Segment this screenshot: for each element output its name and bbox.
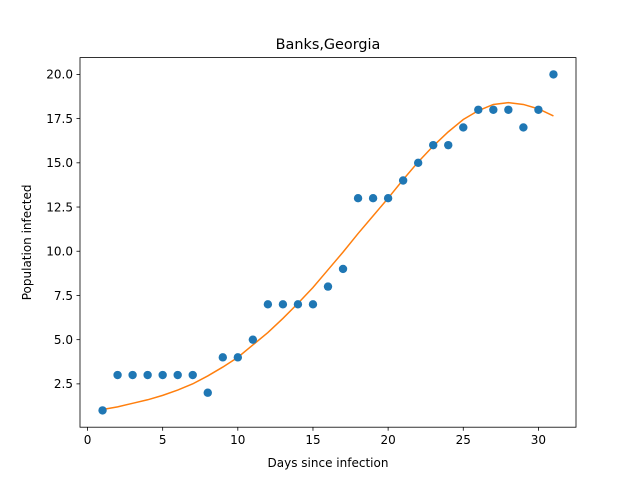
x-tick-label: 20 — [380, 433, 395, 447]
chart-title: Banks,Georgia — [276, 37, 381, 53]
scatter-point — [323, 282, 333, 291]
scatter-point — [188, 370, 197, 380]
scatter-point — [248, 335, 258, 344]
scatter-point — [398, 176, 408, 185]
y-axis-title: Population infected — [20, 185, 34, 301]
y-tick-label: 5.0 — [54, 333, 73, 347]
scatter-point — [549, 70, 558, 79]
scatter-point — [113, 370, 122, 380]
scatter-point — [263, 300, 273, 309]
scatter-point — [98, 406, 107, 415]
scatter-point — [173, 370, 182, 380]
scatter-point — [459, 123, 468, 132]
x-tick-label: 5 — [159, 433, 167, 447]
y-tick-label: 20.0 — [46, 68, 73, 82]
scatter-point — [504, 105, 513, 114]
axes-frame — [79, 57, 577, 428]
scatter-point — [534, 105, 543, 114]
y-tick-label: 10.0 — [46, 245, 73, 259]
scatter-point — [158, 370, 167, 380]
scatter-point — [278, 300, 288, 309]
x-tick-label: 25 — [456, 433, 471, 447]
x-tick-label: 15 — [305, 433, 320, 447]
plot-area — [98, 70, 558, 415]
scatter-point — [293, 300, 303, 309]
x-axis-title: Days since infection — [268, 456, 389, 470]
scatter-point — [353, 193, 363, 203]
x-axis: 0 5 10 15 20 25 30 — [84, 427, 546, 447]
scatter-point — [519, 123, 528, 132]
y-tick-label: 17.5 — [46, 112, 73, 126]
y-axis: 2.5 5.0 7.5 10.0 12.5 15.0 17.5 20.0 — [46, 68, 80, 391]
scatter-point — [128, 370, 137, 380]
scatter-point — [383, 193, 393, 203]
y-tick-label: 7.5 — [54, 289, 73, 303]
scatter-point — [429, 140, 438, 150]
x-tick-label: 10 — [230, 433, 245, 447]
scatter-point — [444, 140, 453, 150]
scatter-point — [338, 264, 348, 274]
scatter-point — [203, 388, 212, 397]
scatter-point — [218, 353, 227, 362]
x-tick-label: 30 — [531, 433, 546, 447]
scatter-point — [233, 353, 243, 362]
scatter-point — [474, 105, 483, 114]
y-tick-label: 12.5 — [46, 200, 73, 214]
scatter-point — [308, 300, 318, 309]
scatter-point — [489, 105, 498, 114]
scatter-point — [143, 370, 152, 380]
y-tick-label: 2.5 — [54, 377, 73, 391]
scatter-point — [368, 193, 378, 203]
x-tick-label: 0 — [84, 433, 92, 447]
scatter-point — [413, 158, 423, 168]
y-tick-label: 15.0 — [46, 156, 73, 170]
